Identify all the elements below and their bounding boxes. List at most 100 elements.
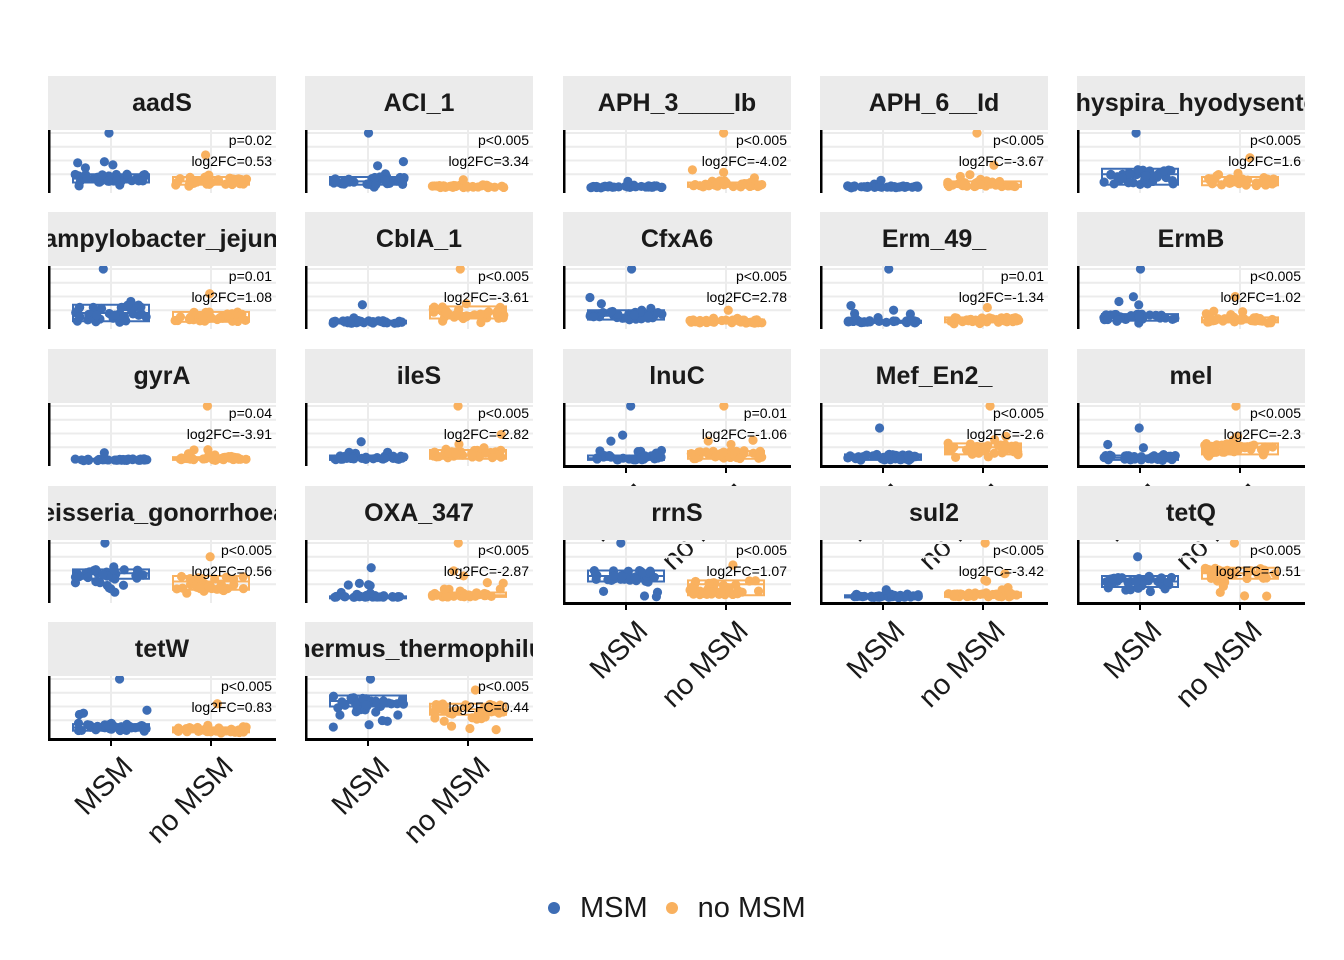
no-msm-point (980, 575, 990, 585)
msm-point (75, 312, 85, 322)
no-msm-point (494, 708, 504, 718)
no-msm-point (719, 167, 729, 177)
facet-strip: ErmB (1077, 212, 1305, 266)
facet-svg (820, 130, 1048, 193)
facet-svg (305, 266, 533, 329)
msm-point (604, 181, 614, 192)
no-msm-point (1233, 168, 1243, 178)
msm-point (357, 453, 367, 463)
no-msm-point (451, 309, 462, 319)
no-msm-point (461, 299, 471, 309)
log2fc-label: log2FC=-3.61 (443, 289, 529, 305)
x-tick-label: MSM (1097, 615, 1169, 686)
facet-strip: Campylobacter_jejuni_ (48, 212, 276, 266)
no-msm-point (1235, 177, 1245, 187)
no-msm-point (1206, 573, 1216, 583)
facet-title: aadS (132, 88, 192, 117)
msm-point (1145, 310, 1155, 320)
msm-point (903, 451, 913, 461)
no-msm-point (985, 403, 995, 411)
msm-point (869, 592, 879, 602)
facet-title: CblA_1 (375, 224, 463, 253)
msm-point (846, 301, 856, 311)
msm-point (857, 317, 867, 328)
no-msm-point (1246, 566, 1256, 576)
msm-point (1103, 439, 1113, 450)
p-value-label: p=0.01 (743, 405, 787, 421)
facet-strip: Mef_En2_ (820, 349, 1048, 403)
msm-point (99, 448, 109, 458)
no-msm-point (451, 449, 461, 459)
no-msm-point (1237, 315, 1247, 325)
facet-plot-area: p<0.005 log2FC=0.83 (48, 676, 276, 739)
no-msm-point (753, 586, 764, 596)
facet-strip: APH_6__Id (820, 76, 1048, 130)
facet-title: Neisseria_gonorrhoeae (48, 498, 276, 527)
no-msm-point (1270, 569, 1280, 579)
msm-point (338, 316, 348, 326)
msm-point (363, 580, 374, 590)
facet-title: gyrA (133, 361, 191, 390)
msm-point (138, 570, 148, 580)
msm-point (910, 451, 920, 461)
p-value-label: p<0.005 (736, 132, 787, 148)
no-msm-point (1000, 445, 1010, 455)
msm-point (626, 403, 636, 411)
msm-point (1134, 300, 1144, 310)
no-msm-point (984, 313, 995, 323)
msm-point (371, 707, 381, 717)
x-tick-label: MSM (583, 615, 655, 686)
facet-plot-area: p<0.005 log2FC=0.44 (305, 676, 533, 739)
msm-point (115, 725, 125, 736)
no-msm-point (1204, 451, 1214, 461)
no-msm-point (1249, 440, 1259, 450)
log2fc-label: log2FC=-4.02 (701, 153, 787, 169)
log2fc-label: log2FC=1.07 (706, 563, 787, 579)
log2fc-label: log2FC=-2.3 (1223, 426, 1301, 442)
no-msm-point (1239, 591, 1250, 601)
no-msm-point (481, 448, 491, 458)
no-msm-point (471, 588, 482, 598)
msm-point (380, 453, 390, 464)
facet-strip: tetQ (1077, 486, 1305, 540)
msm-point (585, 292, 595, 303)
msm-point (1133, 165, 1143, 175)
no-msm-point (753, 180, 764, 190)
msm-point (117, 302, 127, 312)
no-msm-point (444, 448, 454, 458)
facet-plot-area: p<0.005 log2FC=-2.6 (820, 403, 1048, 466)
legend-item-msm: MSM (548, 892, 648, 925)
no-msm-point (955, 171, 965, 182)
no-msm-point (949, 442, 959, 452)
facet-strip: ileS (305, 349, 533, 403)
facet-strip: tetW (48, 622, 276, 676)
no-msm-point (458, 571, 469, 581)
msm-point (377, 715, 387, 726)
no-msm-point (447, 181, 457, 191)
msm-point (588, 312, 599, 322)
facet-plot-area: p<0.005 log2FC=-0.51 (1077, 540, 1305, 603)
no-msm-point (204, 307, 214, 317)
msm-point (365, 676, 376, 684)
no-msm-point (1229, 540, 1240, 548)
no-msm-point (476, 317, 486, 328)
no-msm-point (491, 724, 501, 735)
no-msm-point (441, 308, 451, 318)
no-msm-point (479, 590, 490, 601)
no-msm-point (492, 306, 503, 316)
no-msm-point (1269, 178, 1280, 188)
p-value-label: p<0.005 (221, 678, 272, 694)
x-axis (563, 602, 791, 610)
no-msm-point (994, 178, 1004, 188)
no-msm-point (175, 312, 186, 322)
no-msm-point (1259, 565, 1269, 575)
no-msm-point (172, 725, 182, 736)
x-axis (563, 465, 791, 473)
facet-plot-area: p=0.01 log2FC=1.08 (48, 266, 276, 329)
msm-point (363, 130, 374, 138)
p-value-label: p=0.01 (1000, 268, 1044, 284)
facet-plot-area: p<0.005 log2FC=-3.42 (820, 540, 1048, 603)
no-msm-point (704, 181, 714, 191)
msm-point (98, 266, 108, 274)
